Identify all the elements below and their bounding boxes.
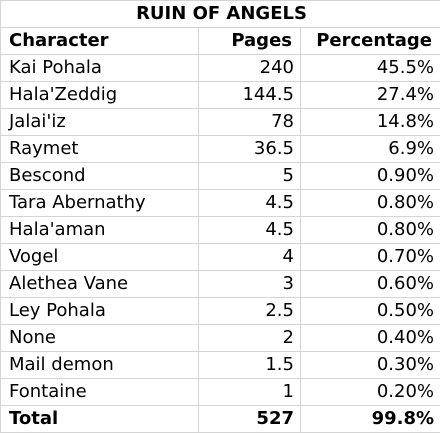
- cell-pages[interactable]: 240: [199, 55, 301, 82]
- total-percentage[interactable]: 99.8%: [301, 406, 440, 433]
- cell-percentage[interactable]: 0.80%: [301, 190, 440, 217]
- cell-percentage[interactable]: 0.90%: [301, 163, 440, 190]
- cell-character[interactable]: Fontaine: [1, 379, 199, 406]
- cell-percentage[interactable]: 45.5%: [301, 55, 440, 82]
- cell-character[interactable]: Jalai'iz: [1, 109, 199, 136]
- cell-pages[interactable]: 3: [199, 271, 301, 298]
- cell-pages[interactable]: 1: [199, 379, 301, 406]
- total-pages[interactable]: 527: [199, 406, 301, 433]
- cell-character[interactable]: Hala'Zeddig: [1, 82, 199, 109]
- cell-percentage[interactable]: 0.80%: [301, 217, 440, 244]
- cell-percentage[interactable]: 0.70%: [301, 244, 440, 271]
- cell-character[interactable]: Hala'aman: [1, 217, 199, 244]
- cell-character[interactable]: Ley Pohala: [1, 298, 199, 325]
- cell-pages[interactable]: 5: [199, 163, 301, 190]
- cell-pages[interactable]: 1.5: [199, 352, 301, 379]
- cell-percentage[interactable]: 0.20%: [301, 379, 440, 406]
- cell-pages[interactable]: 144.5: [199, 82, 301, 109]
- cell-percentage[interactable]: 0.60%: [301, 271, 440, 298]
- cell-pages[interactable]: 2.5: [199, 298, 301, 325]
- cell-percentage[interactable]: 0.50%: [301, 298, 440, 325]
- cell-character[interactable]: None: [1, 325, 199, 352]
- cell-character[interactable]: Tara Abernathy: [1, 190, 199, 217]
- header-percentage[interactable]: Percentage: [301, 28, 440, 55]
- cell-percentage[interactable]: 0.40%: [301, 325, 440, 352]
- cell-pages[interactable]: 4.5: [199, 217, 301, 244]
- header-pages[interactable]: Pages: [199, 28, 301, 55]
- cell-character[interactable]: Raymet: [1, 136, 199, 163]
- cell-percentage[interactable]: 0.30%: [301, 352, 440, 379]
- cell-character[interactable]: Vogel: [1, 244, 199, 271]
- table-title[interactable]: RUIN OF ANGELS: [1, 1, 440, 28]
- title-row: RUIN OF ANGELS: [1, 1, 440, 28]
- header-character[interactable]: Character: [1, 28, 199, 55]
- cell-character[interactable]: Alethea Vane: [1, 271, 199, 298]
- cell-percentage[interactable]: 6.9%: [301, 136, 440, 163]
- cell-character[interactable]: Bescond: [1, 163, 199, 190]
- cell-pages[interactable]: 4: [199, 244, 301, 271]
- cell-character[interactable]: Mail demon: [1, 352, 199, 379]
- header-row: Character Pages Percentage: [1, 28, 440, 55]
- cell-character[interactable]: Kai Pohala: [1, 55, 199, 82]
- cell-pages[interactable]: 4.5: [199, 190, 301, 217]
- total-row: Total 527 99.8%: [1, 406, 440, 433]
- total-label[interactable]: Total: [1, 406, 199, 433]
- cell-pages[interactable]: 36.5: [199, 136, 301, 163]
- cell-pages[interactable]: 2: [199, 325, 301, 352]
- cell-percentage[interactable]: 14.8%: [301, 109, 440, 136]
- cell-pages[interactable]: 78: [199, 109, 301, 136]
- cell-percentage[interactable]: 27.4%: [301, 82, 440, 109]
